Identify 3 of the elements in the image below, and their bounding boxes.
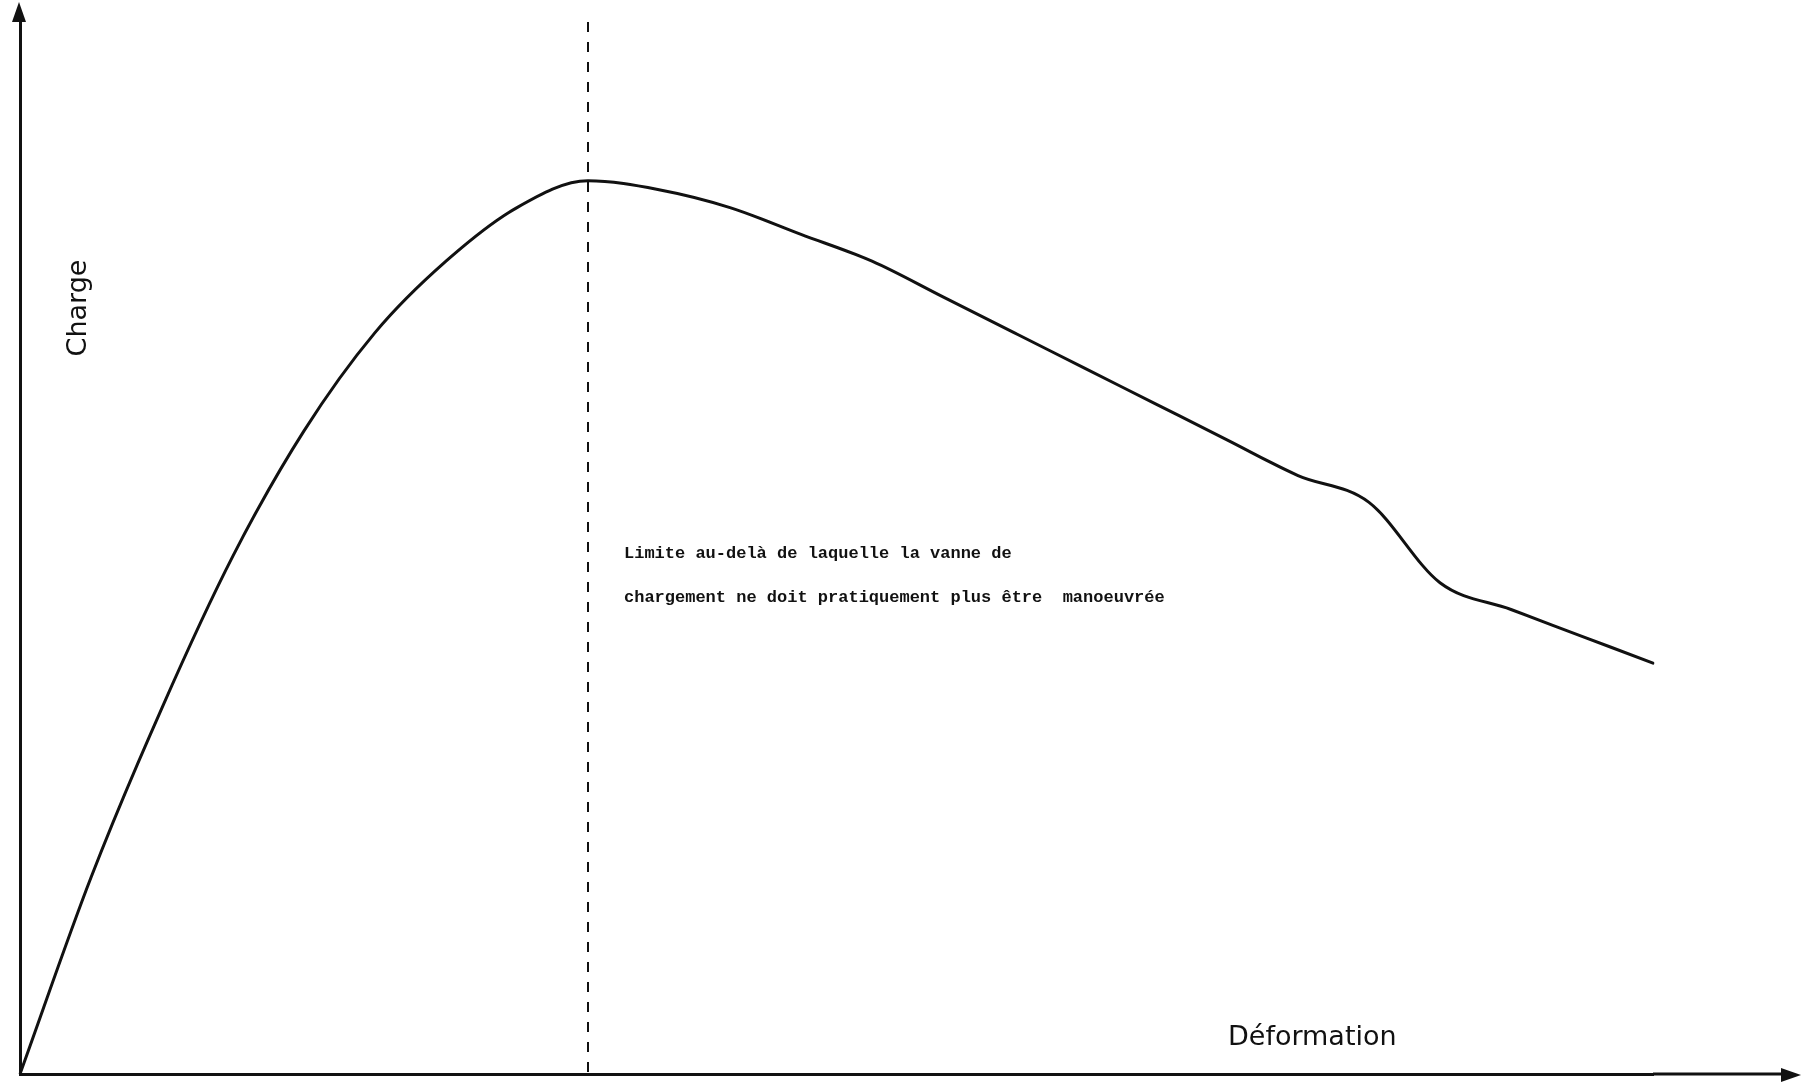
x-axis-title: Déformation — [1228, 1020, 1397, 1051]
y-axis-title: Charge — [61, 259, 92, 357]
text: Limite au-delà de laquelle la vanne de chargement ne doit pratiquement plus être manoeuvrée — [624, 544, 1165, 607]
